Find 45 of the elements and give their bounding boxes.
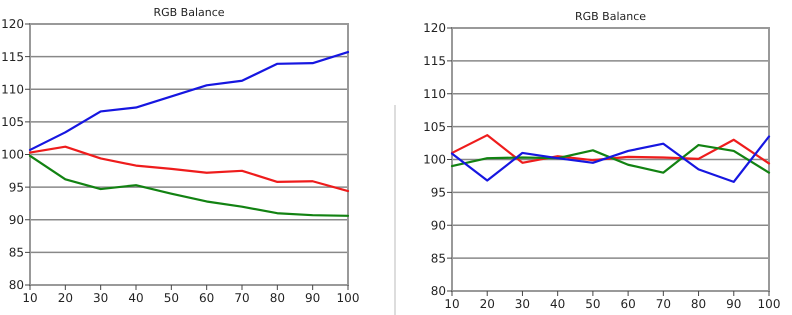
chart-title: RGB Balance [153,6,225,19]
line-series [28,50,350,152]
x-tick-label: 30 [93,291,108,305]
x-tick-label: 40 [550,297,566,311]
x-tick-label: 10 [444,297,460,311]
y-tick-label: 110 [423,86,446,101]
line-series [28,146,350,192]
x-tick-label: 70 [234,291,250,305]
y-tick-label: 120 [423,21,446,36]
y-tick-label: 115 [423,54,446,68]
y-tick-label: 95 [430,186,446,200]
line-series [450,134,770,165]
x-tick-label: 90 [726,297,742,311]
y-tick-label: 100 [423,152,446,167]
chart-title: RGB Balance [574,10,646,23]
x-tick-label: 60 [199,291,214,305]
x-tick-label: 50 [164,291,179,305]
y-tick-label: 85 [430,251,446,266]
y-tick-label: 120 [1,17,24,32]
x-tick-label: 60 [620,297,636,311]
x-tick-label: 80 [690,297,706,311]
x-tick-label: 20 [58,291,73,305]
x-tick-label: 30 [514,297,530,311]
line-series [450,135,770,183]
x-tick-label: 10 [22,291,38,305]
x-tick-label: 70 [656,297,671,311]
x-tick-label: 40 [128,291,144,305]
y-tick-label: 105 [1,115,24,130]
line-series [28,154,350,217]
x-tick-label: 100 [336,291,360,305]
y-tick-label: 90 [8,212,24,227]
line-series [450,144,770,174]
y-tick-label: 100 [1,148,24,162]
y-tick-label: 90 [430,218,446,232]
x-tick-label: 20 [480,297,495,311]
x-tick-label: 90 [305,291,320,305]
y-tick-label: 110 [1,82,24,96]
y-tick-label: 95 [8,180,24,194]
y-tick-label: 80 [8,278,24,292]
x-tick-label: 80 [270,291,285,305]
y-tick-label: 105 [423,120,446,134]
y-tick-label: 85 [8,246,24,260]
x-tick-label: 50 [585,297,601,311]
x-tick-label: 100 [758,297,780,311]
y-tick-label: 115 [1,50,24,64]
